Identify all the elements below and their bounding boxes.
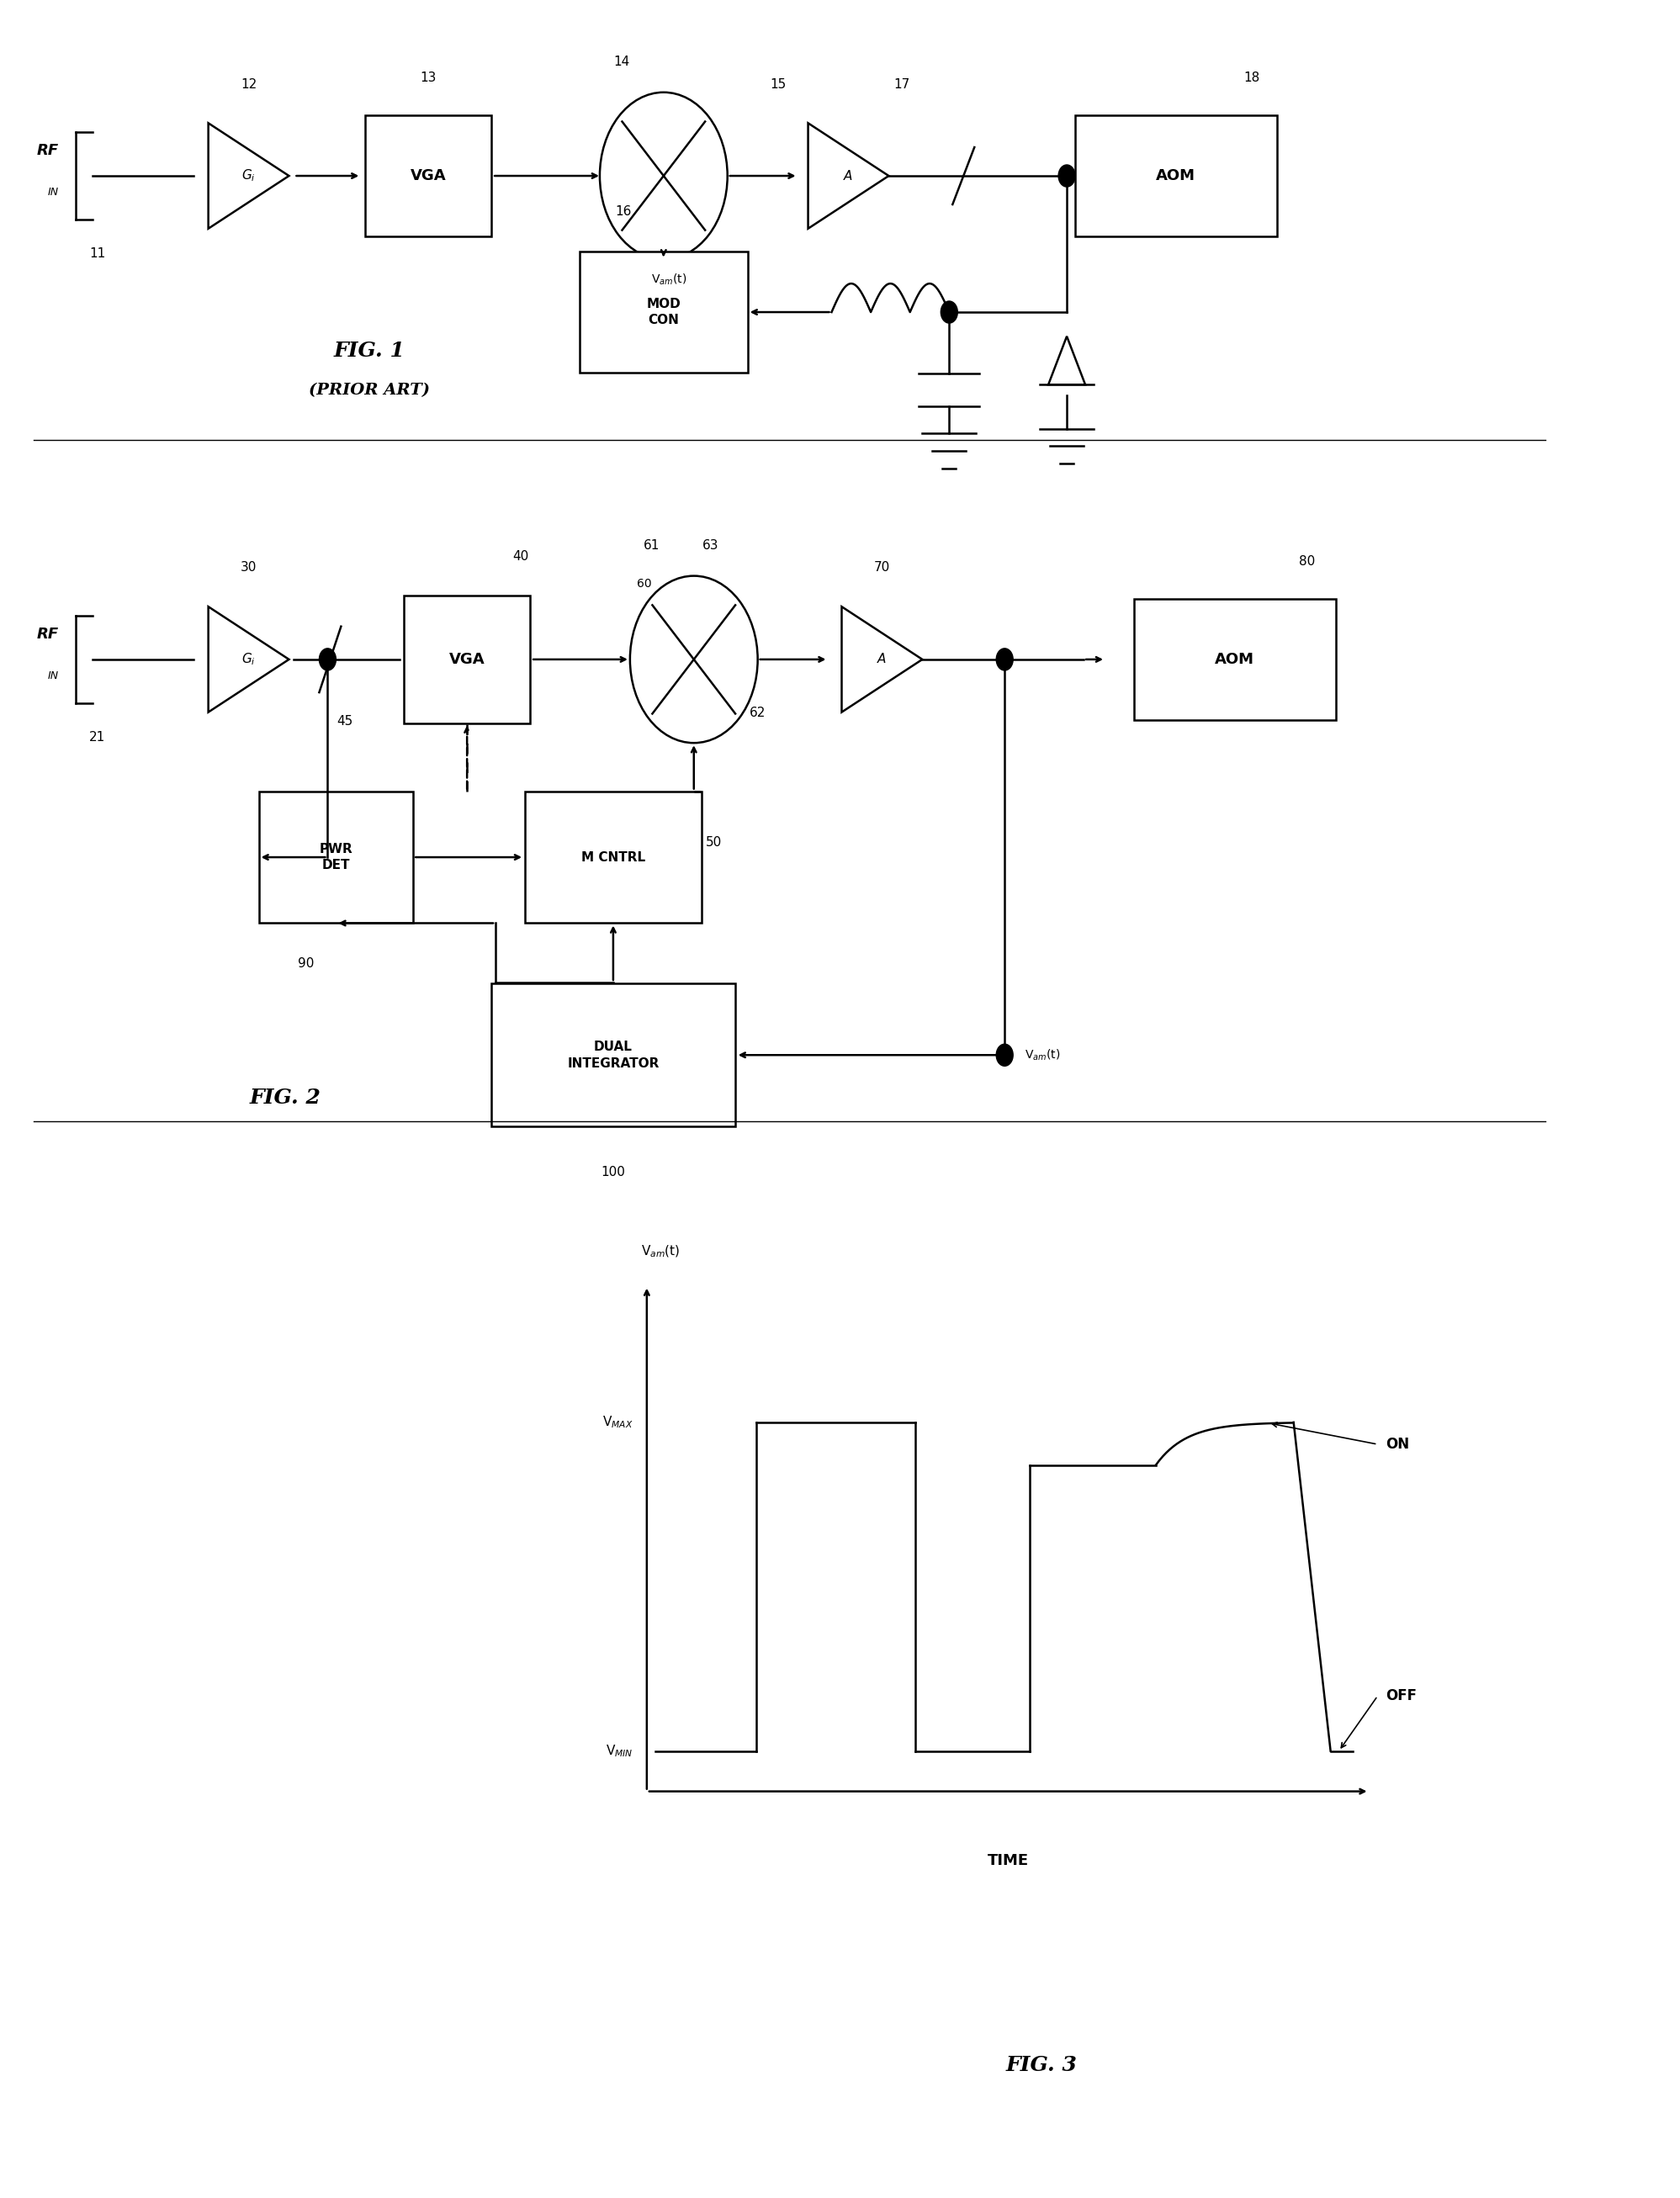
Text: 60: 60: [637, 578, 652, 589]
Text: TIME: TIME: [988, 1853, 1028, 1868]
Bar: [405, 596, 529, 723]
Circle shape: [630, 576, 758, 743]
Text: PWR
DET: PWR DET: [319, 842, 353, 873]
Text: 13: 13: [420, 70, 437, 84]
Bar: [1134, 598, 1336, 721]
Text: DUAL
INTEGRATOR: DUAL INTEGRATOR: [568, 1040, 659, 1070]
Text: V$_{am}$(t): V$_{am}$(t): [650, 273, 687, 288]
Polygon shape: [842, 607, 922, 712]
Text: 45: 45: [336, 714, 353, 728]
Text: V$_{MIN}$: V$_{MIN}$: [606, 1743, 633, 1758]
Polygon shape: [208, 607, 289, 712]
Text: V$_{MAX}$: V$_{MAX}$: [603, 1416, 633, 1431]
Text: 63: 63: [702, 539, 719, 552]
Text: 15: 15: [769, 77, 786, 90]
Text: V$_{am}$(t): V$_{am}$(t): [640, 1244, 680, 1259]
Text: G$_i$: G$_i$: [242, 651, 255, 668]
Text: 61: 61: [643, 539, 660, 552]
Text: 90: 90: [297, 956, 314, 969]
Polygon shape: [808, 123, 889, 229]
Text: IN: IN: [47, 670, 59, 681]
Text: 21: 21: [89, 730, 106, 743]
Text: 30: 30: [240, 560, 257, 574]
Circle shape: [1058, 165, 1075, 187]
Circle shape: [319, 648, 336, 670]
Text: 40: 40: [512, 550, 529, 563]
Bar: [259, 791, 413, 923]
Circle shape: [600, 92, 727, 259]
Text: VGA: VGA: [449, 653, 486, 666]
Text: 100: 100: [601, 1165, 625, 1178]
Bar: [491, 985, 734, 1125]
Circle shape: [996, 1044, 1013, 1066]
Text: AOM: AOM: [1215, 653, 1255, 666]
Text: 50: 50: [706, 835, 722, 848]
Text: 14: 14: [613, 55, 630, 68]
Text: RF: RF: [37, 143, 59, 158]
Polygon shape: [1048, 336, 1085, 385]
Text: MOD
CON: MOD CON: [647, 297, 680, 328]
Polygon shape: [208, 123, 289, 229]
Text: OFF: OFF: [1386, 1688, 1418, 1703]
Text: 18: 18: [1243, 70, 1260, 84]
Text: ON: ON: [1386, 1437, 1410, 1453]
Text: 12: 12: [240, 77, 257, 90]
Text: 62: 62: [749, 706, 766, 719]
Circle shape: [941, 301, 958, 323]
Bar: [524, 791, 701, 923]
Text: AOM: AOM: [1156, 169, 1196, 182]
Text: 17: 17: [894, 77, 911, 90]
Text: M CNTRL: M CNTRL: [581, 851, 645, 864]
Text: (PRIOR ART): (PRIOR ART): [309, 382, 430, 398]
Text: 11: 11: [89, 246, 106, 259]
Text: 80: 80: [1299, 554, 1315, 567]
Circle shape: [996, 648, 1013, 670]
Text: VGA: VGA: [410, 169, 447, 182]
Bar: [580, 251, 748, 371]
Text: FIG. 2: FIG. 2: [250, 1088, 321, 1108]
Text: G$_i$: G$_i$: [242, 167, 255, 185]
Text: 16: 16: [615, 204, 632, 218]
Text: RF: RF: [37, 626, 59, 642]
Bar: [1075, 114, 1277, 237]
Text: 70: 70: [874, 560, 890, 574]
Bar: [366, 114, 491, 237]
Text: FIG. 1: FIG. 1: [334, 341, 405, 360]
Text: V$_{am}$(t): V$_{am}$(t): [1025, 1048, 1060, 1062]
Text: A: A: [843, 169, 853, 182]
Text: A: A: [877, 653, 887, 666]
Text: IN: IN: [47, 187, 59, 198]
Text: FIG. 3: FIG. 3: [1006, 2055, 1077, 2075]
